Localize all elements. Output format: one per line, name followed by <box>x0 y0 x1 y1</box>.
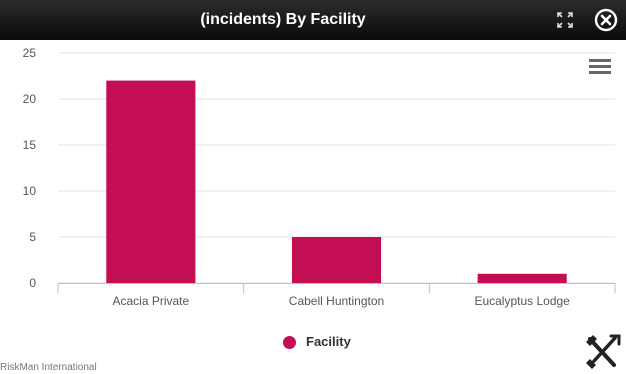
bar-acacia-private[interactable] <box>106 80 196 283</box>
close-icon[interactable] <box>594 8 618 32</box>
y-tick-label: 10 <box>23 184 37 198</box>
legend: Facility <box>0 333 626 353</box>
legend-marker <box>283 336 296 349</box>
y-tick-label: 0 <box>29 276 36 290</box>
bar-cabell-huntington[interactable] <box>291 237 382 283</box>
y-tick-label: 25 <box>23 46 37 60</box>
bar-eucalyptus-lodge[interactable] <box>477 273 567 283</box>
y-tick-label: 5 <box>29 230 36 244</box>
bar-chart: 0 5 10 15 20 25 Acacia Private Cabell Huntingto… <box>23 46 616 308</box>
credit-text: RiskMan International <box>0 362 97 373</box>
x-tick-label: Eucalyptus Lodge <box>474 294 570 308</box>
chart-title: (incidents) By Facility <box>200 11 366 28</box>
tools-icon[interactable] <box>584 333 622 371</box>
y-tick-label: 15 <box>23 138 37 152</box>
legend-label: Facility <box>306 334 351 349</box>
menu-icon[interactable] <box>589 58 611 74</box>
y-tick-label: 20 <box>23 92 37 106</box>
title-bar: (incidents) By Facility <box>0 0 626 40</box>
x-tick-label: Cabell Huntington <box>289 294 384 308</box>
x-tick-label: Acacia Private <box>112 294 189 308</box>
maximize-icon[interactable] <box>556 11 574 29</box>
